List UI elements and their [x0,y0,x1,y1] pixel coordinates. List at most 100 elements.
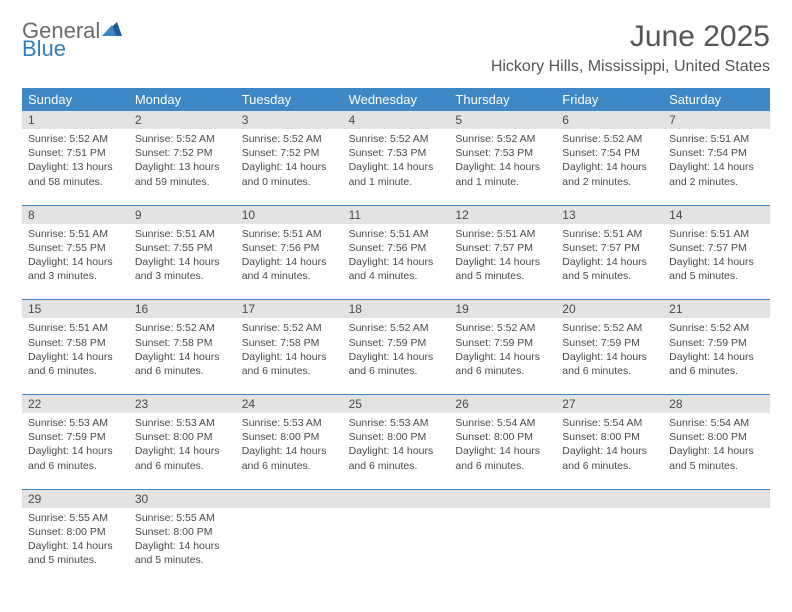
weekday-header: Sunday [22,88,129,111]
day-number: 10 [236,206,343,224]
day-cell: 29Sunrise: 5:55 AMSunset: 8:00 PMDayligh… [22,490,129,574]
day-cell: 5Sunrise: 5:52 AMSunset: 7:53 PMDaylight… [449,111,556,195]
sunset-text: Sunset: 7:56 PM [242,241,337,255]
header: General Blue June 2025 Hickory Hills, Mi… [22,20,770,76]
title-block: June 2025 Hickory Hills, Mississippi, Un… [491,20,770,76]
sunrise-text: Sunrise: 5:52 AM [242,132,337,146]
daylight-text: Daylight: 14 hours and 4 minutes. [242,255,337,283]
sunset-text: Sunset: 7:58 PM [242,336,337,350]
day-details: Sunrise: 5:52 AMSunset: 7:59 PMDaylight:… [449,318,556,384]
day-number: 18 [343,300,450,318]
day-number: 24 [236,395,343,413]
day-cell: 2Sunrise: 5:52 AMSunset: 7:52 PMDaylight… [129,111,236,195]
daylight-text: Daylight: 13 hours and 59 minutes. [135,160,230,188]
sunset-text: Sunset: 7:59 PM [455,336,550,350]
day-details: Sunrise: 5:51 AMSunset: 7:56 PMDaylight:… [236,224,343,290]
day-details: Sunrise: 5:52 AMSunset: 7:53 PMDaylight:… [343,129,450,195]
daylight-text: Daylight: 14 hours and 6 minutes. [349,350,444,378]
day-cell: 7Sunrise: 5:51 AMSunset: 7:54 PMDaylight… [663,111,770,195]
sunset-text: Sunset: 7:53 PM [349,146,444,160]
sunset-text: Sunset: 7:58 PM [28,336,123,350]
daylight-text: Daylight: 14 hours and 1 minute. [455,160,550,188]
day-details: Sunrise: 5:51 AMSunset: 7:57 PMDaylight:… [556,224,663,290]
daylight-text: Daylight: 14 hours and 6 minutes. [349,444,444,472]
day-details: Sunrise: 5:51 AMSunset: 7:55 PMDaylight:… [129,224,236,290]
sunset-text: Sunset: 7:57 PM [455,241,550,255]
daylight-text: Daylight: 14 hours and 2 minutes. [669,160,764,188]
day-details: Sunrise: 5:52 AMSunset: 7:59 PMDaylight:… [663,318,770,384]
day-details: Sunrise: 5:52 AMSunset: 7:58 PMDaylight:… [129,318,236,384]
sunrise-text: Sunrise: 5:55 AM [28,511,123,525]
empty-daytext [236,508,343,574]
sunrise-text: Sunrise: 5:52 AM [669,321,764,335]
sunrise-text: Sunrise: 5:54 AM [669,416,764,430]
day-details: Sunrise: 5:52 AMSunset: 7:52 PMDaylight:… [236,129,343,195]
weekday-header: Monday [129,88,236,111]
day-cell: 8Sunrise: 5:51 AMSunset: 7:55 PMDaylight… [22,206,129,290]
sunset-text: Sunset: 7:52 PM [242,146,337,160]
daylight-text: Daylight: 14 hours and 6 minutes. [242,444,337,472]
day-number: 3 [236,111,343,129]
week-gap [22,384,770,394]
day-number: 23 [129,395,236,413]
day-details: Sunrise: 5:52 AMSunset: 7:58 PMDaylight:… [236,318,343,384]
weekday-header: Tuesday [236,88,343,111]
sunrise-text: Sunrise: 5:52 AM [349,132,444,146]
sunset-text: Sunset: 7:58 PM [135,336,230,350]
day-number: 16 [129,300,236,318]
daylight-text: Daylight: 14 hours and 5 minutes. [28,539,123,567]
weekday-header: Saturday [663,88,770,111]
day-details: Sunrise: 5:53 AMSunset: 8:00 PMDaylight:… [343,413,450,479]
sunset-text: Sunset: 7:52 PM [135,146,230,160]
day-cell: 15Sunrise: 5:51 AMSunset: 7:58 PMDayligh… [22,300,129,384]
sunset-text: Sunset: 7:59 PM [562,336,657,350]
sunrise-text: Sunrise: 5:52 AM [455,132,550,146]
sunset-text: Sunset: 8:00 PM [135,430,230,444]
day-details: Sunrise: 5:53 AMSunset: 8:00 PMDaylight:… [236,413,343,479]
empty-daytext [663,508,770,574]
day-details: Sunrise: 5:52 AMSunset: 7:59 PMDaylight:… [343,318,450,384]
day-number: 19 [449,300,556,318]
sunrise-text: Sunrise: 5:53 AM [242,416,337,430]
daylight-text: Daylight: 14 hours and 6 minutes. [562,444,657,472]
day-cell: 9Sunrise: 5:51 AMSunset: 7:55 PMDaylight… [129,206,236,290]
day-number: 29 [22,490,129,508]
day-details: Sunrise: 5:54 AMSunset: 8:00 PMDaylight:… [556,413,663,479]
sunrise-text: Sunrise: 5:51 AM [669,227,764,241]
sunset-text: Sunset: 8:00 PM [349,430,444,444]
day-number: 22 [22,395,129,413]
day-number: 26 [449,395,556,413]
sunset-text: Sunset: 7:55 PM [28,241,123,255]
sunrise-text: Sunrise: 5:51 AM [135,227,230,241]
sunset-text: Sunset: 7:59 PM [669,336,764,350]
title-month: June 2025 [491,20,770,54]
daylight-text: Daylight: 14 hours and 6 minutes. [562,350,657,378]
daylight-text: Daylight: 14 hours and 6 minutes. [135,444,230,472]
logo: General Blue [22,20,122,60]
day-number: 9 [129,206,236,224]
day-number: 8 [22,206,129,224]
daylight-text: Daylight: 14 hours and 6 minutes. [28,444,123,472]
day-cell: 30Sunrise: 5:55 AMSunset: 8:00 PMDayligh… [129,490,236,574]
day-number: 25 [343,395,450,413]
day-cell: 10Sunrise: 5:51 AMSunset: 7:56 PMDayligh… [236,206,343,290]
day-cell: 14Sunrise: 5:51 AMSunset: 7:57 PMDayligh… [663,206,770,290]
sunset-text: Sunset: 7:59 PM [28,430,123,444]
sunset-text: Sunset: 8:00 PM [562,430,657,444]
empty-daynum [449,490,556,508]
day-cell: 28Sunrise: 5:54 AMSunset: 8:00 PMDayligh… [663,395,770,479]
day-cell [343,490,450,574]
day-cell: 18Sunrise: 5:52 AMSunset: 7:59 PMDayligh… [343,300,450,384]
day-details: Sunrise: 5:54 AMSunset: 8:00 PMDaylight:… [663,413,770,479]
day-cell: 19Sunrise: 5:52 AMSunset: 7:59 PMDayligh… [449,300,556,384]
sunrise-text: Sunrise: 5:52 AM [135,132,230,146]
daylight-text: Daylight: 14 hours and 5 minutes. [455,255,550,283]
day-number: 28 [663,395,770,413]
day-details: Sunrise: 5:52 AMSunset: 7:54 PMDaylight:… [556,129,663,195]
day-details: Sunrise: 5:52 AMSunset: 7:51 PMDaylight:… [22,129,129,195]
week-gap [22,195,770,205]
empty-daynum [556,490,663,508]
day-cell [663,490,770,574]
day-details: Sunrise: 5:54 AMSunset: 8:00 PMDaylight:… [449,413,556,479]
weekday-header: Thursday [449,88,556,111]
